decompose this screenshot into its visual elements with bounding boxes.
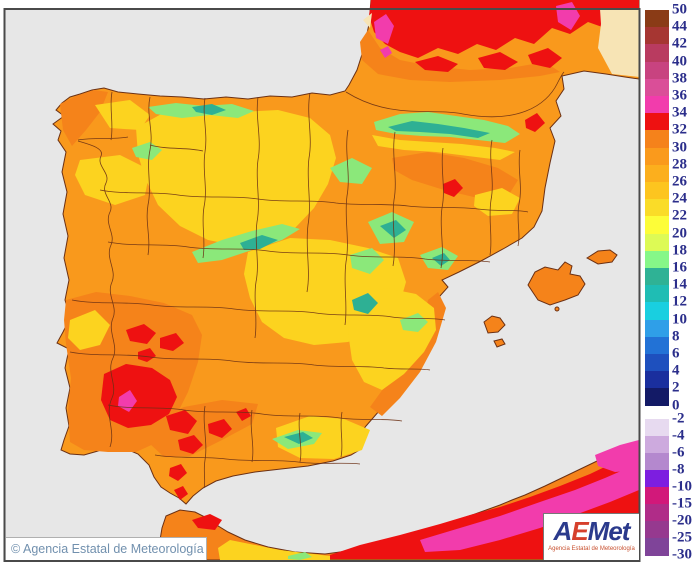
legend-tick-label: 42	[672, 35, 687, 52]
legend-tick-label: -4	[672, 427, 685, 444]
legend-band	[645, 216, 669, 235]
logo-letter: M	[587, 516, 610, 546]
legend-tick-label: 28	[672, 156, 687, 173]
legend-band	[645, 96, 669, 114]
logo-letter: t	[621, 516, 631, 546]
aemet-logo-text: AEMet	[544, 516, 639, 546]
legend-tick-label: 24	[672, 190, 687, 207]
legend-band	[645, 285, 669, 303]
legend-tick-label: 0	[672, 397, 680, 414]
province-boundaries	[69, 71, 565, 489]
legend-band	[645, 27, 669, 45]
legend-band	[645, 504, 669, 522]
legend-band	[645, 487, 669, 505]
legend-tick-label: 4	[672, 362, 680, 379]
legend-band	[645, 419, 669, 437]
legend-band	[645, 164, 669, 183]
legend-band	[645, 147, 669, 166]
legend-tick-label: -15	[672, 495, 692, 512]
aemet-logo: AEMet Agencia Estatal de Meteorología	[543, 513, 639, 560]
copyright-bar: © Agencia Estatal de Meteorología	[6, 537, 207, 560]
legend-band	[645, 113, 669, 131]
formentera-island	[493, 338, 506, 348]
mallorca-island	[527, 261, 586, 306]
logo-letter: e	[608, 516, 623, 546]
legend-tick-label: 18	[672, 242, 687, 259]
logo-letter: E	[571, 516, 588, 546]
legend-tick-label: 32	[672, 121, 687, 138]
legend-tick-label: 30	[672, 139, 687, 156]
legend-band	[645, 319, 669, 338]
ibiza-island	[483, 315, 506, 334]
legend-band	[645, 44, 669, 63]
logo-letter: A	[553, 516, 573, 546]
peninsula-hot-spots	[101, 113, 545, 500]
legend-tick-label: 22	[672, 207, 687, 224]
legend-band	[645, 78, 669, 97]
map-frame	[3, 8, 641, 562]
legend-tick-label: -8	[672, 461, 685, 478]
legend-band	[645, 199, 669, 217]
legend-band	[645, 233, 669, 252]
legend-tick-label: 14	[672, 276, 687, 293]
balearic-islands	[483, 249, 618, 348]
legend-tick-label: -30	[672, 546, 692, 563]
legend-tick-label: 40	[672, 53, 687, 70]
legend-band	[645, 250, 669, 269]
legend-tick-label: -10	[672, 478, 692, 495]
menorca-island	[586, 249, 618, 265]
teal-mountain-cores	[192, 104, 490, 444]
legend-tick-label: 34	[672, 104, 687, 121]
legend-band	[645, 470, 669, 488]
legend-tick-label: 6	[672, 345, 680, 362]
legend-band	[645, 436, 669, 454]
legend-band	[645, 521, 669, 539]
legend-band	[645, 182, 669, 200]
legend-tick-label: -20	[672, 512, 692, 529]
legend-tick-label: 26	[672, 173, 687, 190]
legend-tick-label: 50	[672, 1, 687, 18]
legend-band	[645, 336, 669, 355]
cabrera-islet	[554, 306, 560, 312]
alentejo-magenta-core	[118, 390, 137, 412]
legend-band	[645, 453, 669, 471]
legend-band	[645, 371, 669, 389]
legend-tick-label: 20	[672, 225, 687, 242]
legend-band	[645, 10, 669, 28]
legend-band	[645, 354, 669, 372]
aemet-logo-tagline: Agencia Estatal de Meteorología	[548, 546, 635, 552]
legend-band	[645, 268, 669, 286]
legend-tick-label: 36	[672, 87, 687, 104]
legend-tick-label: -25	[672, 529, 692, 546]
legend-tick-label: -6	[672, 444, 685, 461]
legend-band	[645, 302, 669, 321]
legend-tick-label: 16	[672, 259, 687, 276]
legend-tick-label: 8	[672, 328, 680, 345]
legend-band	[645, 538, 669, 556]
legend-tick-label: 44	[672, 18, 687, 35]
copyright-text: © Agencia Estatal de Meteorología	[11, 542, 204, 556]
legend-band	[645, 388, 669, 407]
legend-tick-label: 2	[672, 379, 680, 396]
legend-band	[645, 61, 669, 80]
legend-tick-label: 38	[672, 70, 687, 87]
no-data-region	[363, 9, 639, 77]
legend-tick-label: 10	[672, 311, 687, 328]
legend-tick-label: -2	[672, 410, 685, 427]
legend-band	[645, 130, 669, 149]
legend-tick-label: 12	[672, 293, 687, 310]
